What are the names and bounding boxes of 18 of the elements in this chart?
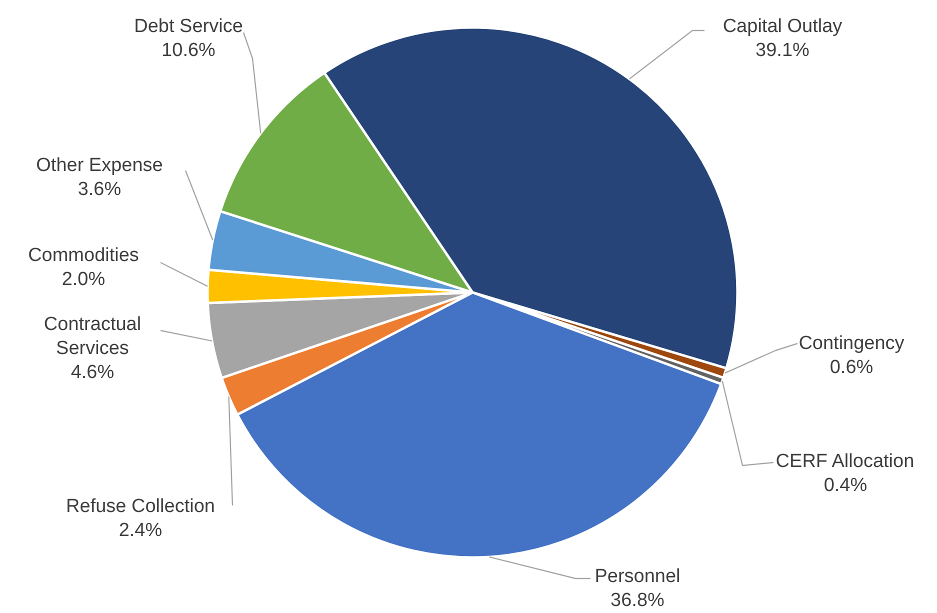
- data-label: 3.6%: [78, 179, 122, 200]
- data-label: 36.8%: [610, 590, 665, 612]
- data-label: 4.6%: [70, 362, 114, 384]
- slice-label: Debt Service: [134, 16, 243, 37]
- slice-label: CERF Allocation: [776, 450, 914, 472]
- slice-label: Commodities: [28, 244, 139, 266]
- slice-label: Contractual Services: [44, 314, 142, 359]
- data-label: 2.4%: [118, 520, 162, 542]
- slice-label: Personnel: [594, 566, 680, 587]
- slice-label: Other Expense: [36, 154, 163, 176]
- slice-label: Contingency: [798, 332, 905, 354]
- data-label: 2.0%: [62, 269, 106, 290]
- data-label: 10.6%: [162, 40, 216, 62]
- data-label: 39.1%: [756, 40, 810, 62]
- data-label: 0.6%: [830, 357, 874, 378]
- slice-label: Capital Outlay: [722, 16, 843, 37]
- slice-label: Refuse Collection: [66, 496, 215, 517]
- data-label: 0.4%: [824, 475, 868, 496]
